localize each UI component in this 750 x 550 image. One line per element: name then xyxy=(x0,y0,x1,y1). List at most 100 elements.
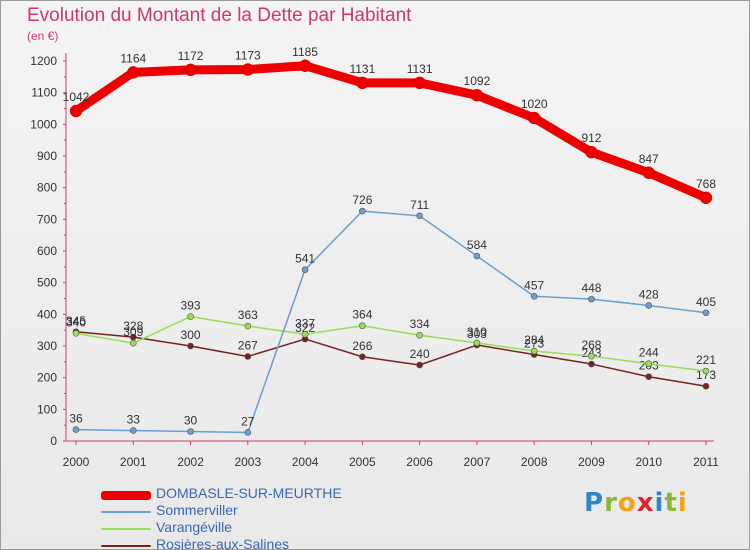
y-tick-label: 800 xyxy=(37,181,57,195)
data-point xyxy=(129,339,137,347)
x-tick-label: 2005 xyxy=(349,455,376,469)
data-label: 726 xyxy=(352,193,372,207)
y-tick-label: 600 xyxy=(37,244,57,258)
chart-unit: (en €) xyxy=(27,29,59,43)
data-point xyxy=(527,111,541,125)
data-point xyxy=(530,292,538,300)
data-label: 309 xyxy=(123,325,143,339)
data-point xyxy=(244,353,252,360)
legend-label: DOMBASLE-SUR-MEURTHE xyxy=(156,485,342,501)
data-label: 240 xyxy=(410,347,430,361)
data-point xyxy=(645,302,653,309)
data-label: 33 xyxy=(127,413,141,427)
data-label: 334 xyxy=(410,317,430,331)
y-tick-label: 100 xyxy=(37,402,57,416)
y-tick-label: 400 xyxy=(37,307,57,321)
data-point xyxy=(301,330,309,338)
data-label: 1173 xyxy=(235,49,261,63)
data-point xyxy=(530,347,538,355)
x-tick-label: 2000 xyxy=(63,455,90,469)
data-label: 268 xyxy=(581,338,601,352)
x-tick-label: 2011 xyxy=(693,455,719,469)
data-label: 345 xyxy=(66,314,86,328)
data-point xyxy=(416,361,423,369)
data-label: 541 xyxy=(295,252,315,266)
data-point xyxy=(699,191,713,205)
data-label: 405 xyxy=(696,295,716,309)
data-label: 1092 xyxy=(464,74,491,88)
y-tick-label: 700 xyxy=(37,212,57,226)
legend-swatch xyxy=(101,490,151,500)
data-label: 1172 xyxy=(178,49,204,63)
data-point xyxy=(244,429,252,436)
data-label: 1185 xyxy=(292,45,318,59)
data-label: 221 xyxy=(696,353,716,367)
data-label: 303 xyxy=(467,327,487,341)
data-label: 273 xyxy=(524,337,544,351)
data-label: 768 xyxy=(696,177,716,191)
series-line-varangeville xyxy=(75,315,707,372)
data-point xyxy=(187,342,194,350)
data-label: 457 xyxy=(524,278,544,292)
data-label: 912 xyxy=(581,131,601,145)
data-point xyxy=(69,104,83,118)
legend-label: Sommerviller xyxy=(156,502,238,518)
data-label: 284 xyxy=(524,333,544,347)
y-tick-label: 1200 xyxy=(30,54,57,68)
data-point xyxy=(127,66,140,79)
data-point xyxy=(588,352,595,360)
proxiti-logo: Proxiti xyxy=(584,488,688,518)
data-point xyxy=(645,373,653,381)
data-label: 711 xyxy=(410,198,429,212)
data-label: 328 xyxy=(123,319,143,333)
x-tick-label: 2003 xyxy=(234,455,261,469)
data-label: 428 xyxy=(639,287,659,301)
data-point xyxy=(356,76,369,90)
data-point xyxy=(702,309,710,317)
legend-swatch xyxy=(101,544,151,547)
y-tick-label: 0 xyxy=(50,434,57,448)
x-tick-label: 2002 xyxy=(177,455,204,469)
data-point xyxy=(473,252,481,260)
legend-swatch xyxy=(101,510,151,513)
data-point xyxy=(359,322,366,330)
x-tick-label: 2001 xyxy=(120,455,147,469)
y-tick-label: 500 xyxy=(37,276,57,290)
data-label: 244 xyxy=(639,346,659,360)
data-label: 36 xyxy=(69,412,83,426)
data-label: 340 xyxy=(66,315,86,329)
data-point xyxy=(702,382,710,390)
data-label: 584 xyxy=(467,238,487,252)
data-label: 173 xyxy=(696,368,716,382)
x-tick-label: 2007 xyxy=(464,455,491,469)
data-label: 1131 xyxy=(349,62,375,76)
data-point xyxy=(72,330,80,337)
data-point xyxy=(298,59,312,72)
data-point xyxy=(470,88,484,102)
data-point xyxy=(588,295,595,303)
chart-title: Evolution du Montant de la Dette par Hab… xyxy=(27,5,412,26)
series-line-sommerviller xyxy=(75,210,707,434)
data-point xyxy=(301,266,309,273)
data-label: 1020 xyxy=(521,97,548,111)
legend-swatch xyxy=(101,527,151,530)
data-point xyxy=(645,360,653,368)
data-label: 267 xyxy=(238,338,258,352)
data-label: 300 xyxy=(181,328,201,342)
x-tick-label: 2010 xyxy=(635,455,662,469)
data-label: 448 xyxy=(581,281,601,295)
data-point xyxy=(241,63,255,76)
data-point xyxy=(642,166,655,180)
data-label: 363 xyxy=(238,308,258,322)
x-tick-label: 2008 xyxy=(521,455,548,469)
data-point xyxy=(129,427,137,434)
data-point xyxy=(588,360,595,368)
x-tick-label: 2009 xyxy=(578,455,605,469)
data-point xyxy=(416,331,423,339)
x-tick-label: 2004 xyxy=(292,455,319,469)
data-point xyxy=(413,76,426,90)
data-point xyxy=(184,63,197,77)
data-point xyxy=(702,367,710,375)
